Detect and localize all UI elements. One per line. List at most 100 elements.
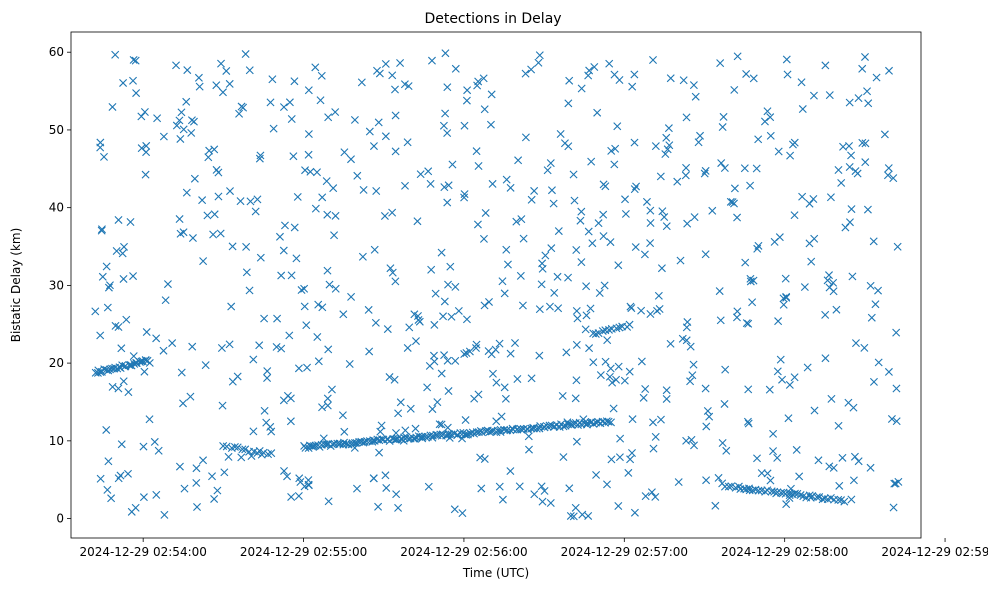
data-point-marker xyxy=(763,469,772,478)
data-point-marker xyxy=(104,283,113,292)
data-point-marker xyxy=(435,420,444,429)
data-point-marker xyxy=(615,453,624,462)
data-point-marker xyxy=(456,428,465,437)
data-point-marker xyxy=(662,222,671,231)
data-point-marker xyxy=(323,210,332,219)
data-point-marker xyxy=(97,226,106,235)
data-point-marker xyxy=(496,428,505,437)
data-point-marker xyxy=(630,138,639,147)
data-point-marker xyxy=(105,281,114,290)
data-point-marker xyxy=(860,343,869,352)
data-point-marker xyxy=(625,367,634,376)
data-point-marker xyxy=(829,463,838,472)
data-point-marker xyxy=(889,174,898,183)
data-point-marker xyxy=(885,66,893,75)
data-point-marker xyxy=(783,70,792,79)
data-point-marker xyxy=(605,59,614,68)
data-point-marker xyxy=(733,52,742,61)
data-point-marker xyxy=(209,230,218,239)
y-tick-label: 50 xyxy=(49,123,64,137)
data-point-marker xyxy=(376,427,385,436)
data-point-marker xyxy=(503,260,512,269)
data-point-marker xyxy=(565,76,574,85)
data-point-marker xyxy=(569,512,578,521)
y-tick-label: 30 xyxy=(49,278,64,292)
data-point-marker xyxy=(451,282,460,291)
data-point-marker xyxy=(594,329,603,338)
data-point-marker xyxy=(547,244,556,253)
data-point-marker xyxy=(773,453,782,462)
data-point-marker xyxy=(869,377,878,386)
data-point-marker xyxy=(228,377,237,386)
data-point-marker xyxy=(880,130,889,139)
data-point-marker xyxy=(480,301,489,310)
data-point-marker xyxy=(222,442,231,451)
data-point-marker xyxy=(726,197,735,206)
data-point-marker xyxy=(571,503,580,512)
data-point-marker xyxy=(689,360,698,369)
data-point-marker xyxy=(477,484,486,493)
data-point-marker xyxy=(279,103,288,112)
data-point-marker xyxy=(194,73,203,82)
data-point-marker xyxy=(255,446,264,455)
data-point-marker xyxy=(820,494,829,503)
data-point-marker xyxy=(662,386,671,395)
data-point-marker xyxy=(480,455,489,464)
data-point-marker xyxy=(721,365,730,374)
data-point-marker xyxy=(662,394,671,403)
data-point-marker xyxy=(580,419,589,428)
data-point-marker xyxy=(440,351,449,360)
data-point-marker xyxy=(277,344,286,353)
data-point-marker xyxy=(429,351,438,360)
data-point-marker xyxy=(691,92,700,101)
data-point-marker xyxy=(666,74,675,83)
data-point-marker xyxy=(620,376,629,385)
data-point-marker xyxy=(603,336,612,345)
data-point-marker xyxy=(323,401,332,410)
data-point-marker xyxy=(370,245,379,254)
data-point-marker xyxy=(746,274,755,283)
data-point-marker xyxy=(864,99,873,108)
data-point-marker xyxy=(654,291,663,300)
data-point-marker xyxy=(97,225,106,234)
data-point-marker xyxy=(124,388,133,397)
data-point-marker xyxy=(443,129,452,138)
data-point-marker xyxy=(255,154,264,163)
data-point-marker xyxy=(845,98,854,107)
data-point-marker xyxy=(304,130,313,139)
data-point-marker xyxy=(238,445,247,454)
data-point-marker xyxy=(430,320,439,329)
data-point-marker xyxy=(175,215,184,224)
data-point-marker xyxy=(272,342,281,351)
data-point-marker xyxy=(385,373,394,382)
data-point-marker xyxy=(396,398,405,407)
data-point-marker xyxy=(821,61,830,70)
data-point-marker xyxy=(541,251,550,260)
data-point-marker xyxy=(821,354,830,363)
data-point-marker xyxy=(690,441,699,450)
y-axis-ticks: 0 10 20 30 40 50 60 xyxy=(49,45,71,526)
data-point-marker xyxy=(646,206,655,215)
data-point-marker xyxy=(858,138,867,147)
data-point-marker xyxy=(447,312,456,321)
data-point-marker xyxy=(694,138,703,147)
data-point-marker xyxy=(472,344,480,353)
data-point-marker xyxy=(188,342,197,351)
data-point-marker xyxy=(396,58,405,67)
data-point-marker xyxy=(301,443,310,452)
data-point-marker xyxy=(228,242,237,251)
data-point-marker xyxy=(446,262,455,271)
data-point-marker xyxy=(534,58,543,67)
y-tick-label: 0 xyxy=(56,512,64,526)
data-point-marker xyxy=(581,325,590,334)
data-point-marker xyxy=(786,151,795,160)
data-point-marker xyxy=(371,318,380,327)
data-point-marker xyxy=(218,88,227,97)
data-point-marker xyxy=(224,452,233,461)
data-point-marker xyxy=(861,52,869,61)
data-point-marker xyxy=(210,494,219,503)
data-point-marker xyxy=(135,357,144,366)
data-point-marker xyxy=(381,132,390,141)
data-point-marker xyxy=(717,159,726,168)
data-point-marker xyxy=(279,396,288,405)
